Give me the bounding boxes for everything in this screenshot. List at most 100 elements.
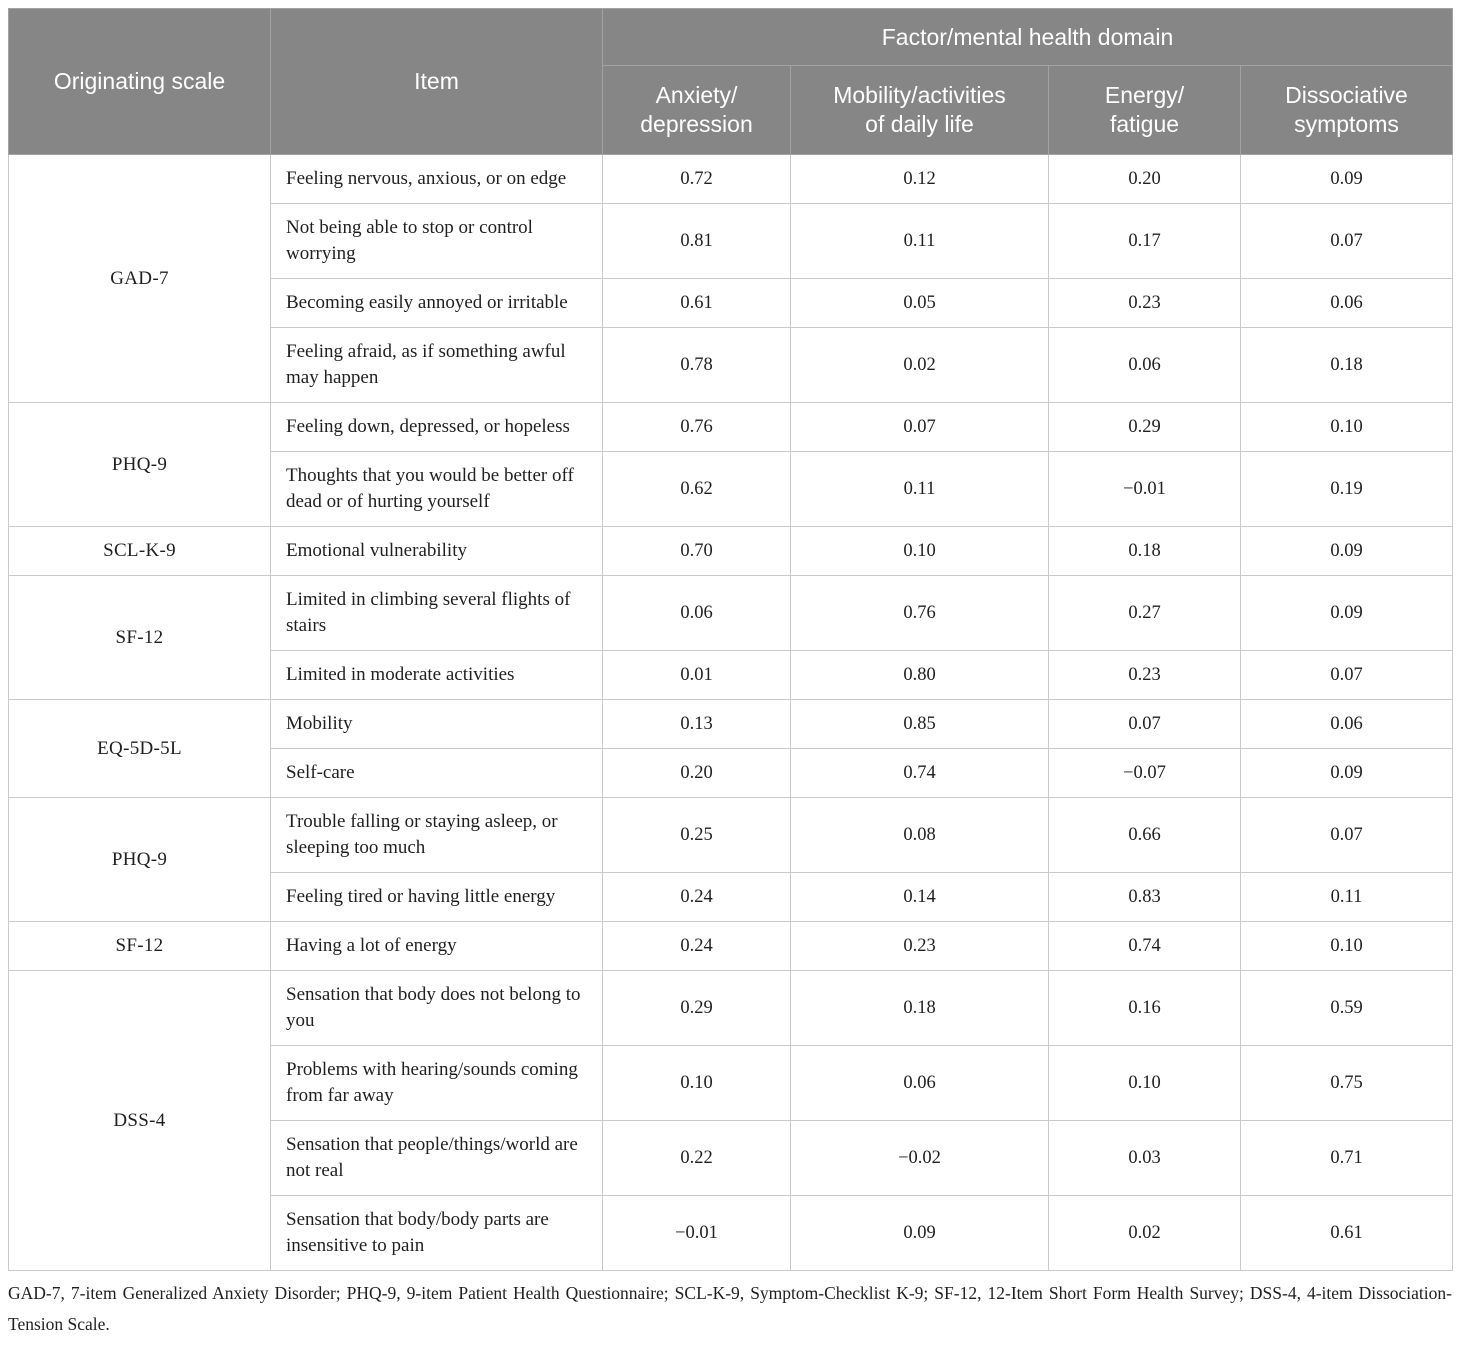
loading-value-cell: −0.01 — [602, 1195, 791, 1271]
loading-value-cell: −0.01 — [1048, 451, 1241, 527]
loading-value-cell: 0.07 — [1048, 699, 1241, 749]
loading-value-cell: 0.83 — [1048, 872, 1241, 922]
loading-value-cell: 0.70 — [602, 526, 791, 576]
header-factor-anxiety-depression: Anxiety/ depression — [602, 65, 791, 155]
loading-value-cell: 0.06 — [1048, 327, 1241, 403]
factor-loadings-table: Originating scale Item Factor/mental hea… — [8, 8, 1453, 1271]
loading-value-cell: 0.74 — [790, 748, 1049, 798]
table-row: Sensation that people/things/world are n… — [9, 1120, 1453, 1196]
table-row: SCL-K-9 Emotional vulnerability 0.70 0.10 0.… — [8, 526, 1453, 576]
loading-value-cell: 0.09 — [790, 1195, 1049, 1271]
loading-value-cell: 0.85 — [790, 699, 1049, 749]
item-cell: Thoughts that you would be better off de… — [270, 451, 603, 527]
header-factor-dissociative-symptoms: Dissociative symptoms — [1240, 65, 1453, 155]
item-cell: Sensation that body/body parts are insen… — [270, 1195, 603, 1271]
loading-value-cell: 0.02 — [790, 327, 1049, 403]
loading-value-cell: −0.07 — [1048, 748, 1241, 798]
loading-value-cell: 0.61 — [1240, 1195, 1453, 1271]
table-row: Feeling tired or having little energy 0.2… — [9, 872, 1453, 922]
header-factor-domain: Factor/mental health domain — [602, 8, 1453, 66]
loading-value-cell: 0.23 — [1048, 278, 1241, 328]
loading-value-cell: 0.20 — [1048, 154, 1241, 204]
item-cell: Trouble falling or staying asleep, or sl… — [270, 797, 603, 873]
header-originating-scale: Originating scale — [8, 8, 271, 155]
item-cell: Sensation that body does not belong to y… — [270, 970, 603, 1046]
loading-value-cell: 0.29 — [1048, 402, 1241, 452]
loading-value-cell: 0.19 — [1240, 451, 1453, 527]
table-row: Problems with hearing/sounds coming from… — [9, 1045, 1453, 1121]
loading-value-cell: 0.07 — [1240, 203, 1453, 279]
loading-value-cell: 0.59 — [1240, 970, 1453, 1046]
table-row: Sensation that body/body parts are insen… — [9, 1195, 1453, 1271]
item-cell: Feeling afraid, as if something awful ma… — [270, 327, 603, 403]
loading-value-cell: 0.76 — [602, 402, 791, 452]
loading-value-cell: 0.08 — [790, 797, 1049, 873]
loading-value-cell: 0.80 — [790, 650, 1049, 700]
originating-scale-cell: SF-12 — [8, 921, 271, 971]
item-cell: Problems with hearing/sounds coming from… — [270, 1045, 603, 1121]
loading-value-cell: 0.09 — [1240, 748, 1453, 798]
loading-value-cell: 0.78 — [602, 327, 791, 403]
item-cell: Feeling nervous, anxious, or on edge — [270, 154, 603, 204]
table-row: SF-12 Having a lot of energy 0.24 0.23 0.74 0… — [8, 921, 1453, 971]
item-cell: Sensation that people/things/world are n… — [270, 1120, 603, 1196]
loading-value-cell: 0.12 — [790, 154, 1049, 204]
loading-value-cell: 0.01 — [602, 650, 791, 700]
item-cell: Emotional vulnerability — [270, 526, 603, 576]
item-cell: Becoming easily annoyed or irritable — [270, 278, 603, 328]
item-cell: Limited in moderate activities — [270, 650, 603, 700]
loading-value-cell: 0.62 — [602, 451, 791, 527]
table-row: SF-12 Limited in climbing several flights… — [8, 575, 1453, 700]
originating-scale-cell: EQ-5D-5L — [8, 699, 271, 798]
originating-scale-cell: DSS-4 — [8, 970, 271, 1271]
loading-value-cell: 0.07 — [1240, 797, 1453, 873]
loading-value-cell: 0.10 — [1048, 1045, 1241, 1121]
table-row: Self-care 0.20 0.74 −0.07 0.09 — [9, 748, 1453, 798]
loading-value-cell: 0.07 — [1240, 650, 1453, 700]
loading-value-cell: 0.29 — [602, 970, 791, 1046]
loading-value-cell: 0.06 — [790, 1045, 1049, 1121]
table-row: Not being able to stop or control worryi… — [9, 203, 1453, 279]
loading-value-cell: 0.03 — [1048, 1120, 1241, 1196]
loading-value-cell: 0.76 — [790, 575, 1049, 651]
table-row: PHQ-9 Feeling down, depressed, or hopeles… — [8, 402, 1453, 527]
originating-scale-cell: SCL-K-9 — [8, 526, 271, 576]
header-factor-energy-fatigue: Energy/ fatigue — [1048, 65, 1241, 155]
loading-value-cell: 0.10 — [1240, 402, 1453, 452]
table-row: DSS-4 Sensation that body does not belong… — [8, 970, 1453, 1271]
loading-value-cell: 0.24 — [602, 872, 791, 922]
loading-value-cell: 0.16 — [1048, 970, 1241, 1046]
loading-value-cell: 0.17 — [1048, 203, 1241, 279]
item-cell: Self-care — [270, 748, 603, 798]
loading-value-cell: 0.10 — [1240, 921, 1453, 971]
loading-value-cell: 0.18 — [1048, 526, 1241, 576]
table-row: Limited in moderate activities 0.01 0.80 0.… — [9, 650, 1453, 700]
originating-scale-cell: SF-12 — [8, 575, 271, 700]
originating-scale-cell: GAD-7 — [8, 154, 271, 403]
item-cell: Mobility — [270, 699, 603, 749]
loading-value-cell: 0.13 — [602, 699, 791, 749]
loading-value-cell: 0.20 — [602, 748, 791, 798]
loading-value-cell: 0.18 — [790, 970, 1049, 1046]
table-row: GAD-7 Feeling nervous, anxious, or on edg… — [8, 154, 1453, 403]
loading-value-cell: 0.66 — [1048, 797, 1241, 873]
loading-value-cell: 0.06 — [1240, 699, 1453, 749]
loading-value-cell: 0.06 — [602, 575, 791, 651]
loading-value-cell: 0.74 — [1048, 921, 1241, 971]
loading-value-cell: 0.23 — [790, 921, 1049, 971]
loading-value-cell: 0.27 — [1048, 575, 1241, 651]
loading-value-cell: 0.10 — [790, 526, 1049, 576]
loading-value-cell: 0.72 — [602, 154, 791, 204]
item-cell: Feeling tired or having little energy — [270, 872, 603, 922]
loading-value-cell: 0.18 — [1240, 327, 1453, 403]
table-body: GAD-7 Feeling nervous, anxious, or on edg… — [8, 154, 1453, 1271]
item-cell: Not being able to stop or control worryi… — [270, 203, 603, 279]
table-footnote: GAD-7, 7-item Generalized Anxiety Disord… — [8, 1283, 1452, 1334]
loading-value-cell: −0.02 — [790, 1120, 1049, 1196]
loading-value-cell: 0.06 — [1240, 278, 1453, 328]
loading-value-cell: 0.11 — [1240, 872, 1453, 922]
loading-value-cell: 0.24 — [602, 921, 791, 971]
originating-scale-cell: PHQ-9 — [8, 402, 271, 527]
loading-value-cell: 0.07 — [790, 402, 1049, 452]
loading-value-cell: 0.23 — [1048, 650, 1241, 700]
